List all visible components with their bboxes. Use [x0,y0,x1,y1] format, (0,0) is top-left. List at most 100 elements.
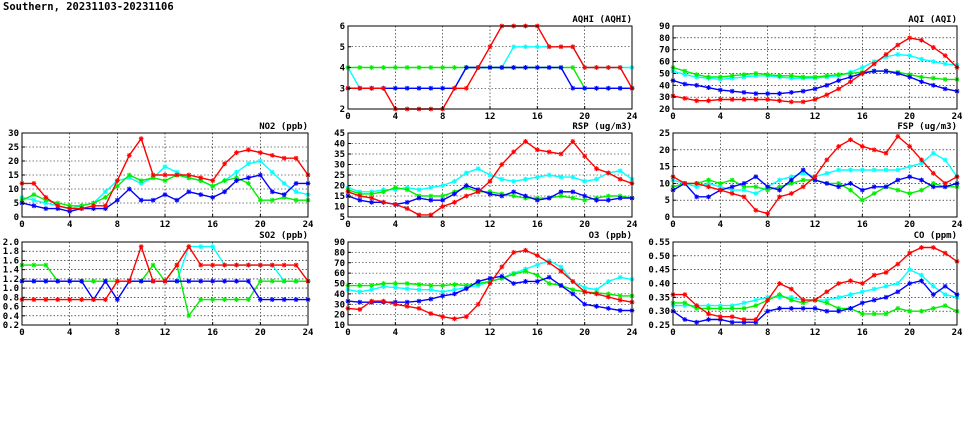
data-point [617,176,623,182]
data-point [222,278,227,284]
data-point [717,74,723,80]
data-point [210,297,216,303]
data-point [824,170,830,176]
y-tick-label: 5 [665,196,670,206]
data-point [824,300,830,306]
data-point [463,65,469,70]
x-tick-label: 16 [857,328,868,338]
data-point [729,88,735,94]
data-point [55,278,61,284]
data-point [930,150,936,156]
data-point [475,301,481,307]
x-tick-label: 4 [393,220,399,230]
data-point [138,278,144,284]
data-point [836,167,842,173]
data-point [281,297,287,303]
y-tick-label: 1.4 [3,266,20,276]
x-tick-label: 12 [160,328,171,338]
data-point [919,272,924,278]
data-point [907,174,913,180]
data-point [67,206,73,211]
y-tick-label: 25 [334,171,345,181]
data-point [942,303,948,309]
y-tick-label: 80 [334,248,345,258]
series-line [348,66,632,90]
data-point [836,86,842,92]
data-point [741,97,747,102]
x-tick-label: 24 [303,220,314,230]
x-tick-label: 0 [19,328,24,338]
data-point [499,264,505,270]
data-point [534,197,540,203]
data-point [717,97,723,102]
data-point [523,268,528,274]
data-point [174,172,180,178]
data-point [617,274,623,280]
data-point [222,178,227,183]
data-point [605,65,611,70]
data-point [369,195,375,201]
data-point [605,170,611,176]
x-tick-label: 16 [857,220,868,230]
chart-title: O3 (ppb) [589,231,632,241]
y-tick-label: 0.2 [3,321,19,331]
y-tick-label: 0 [665,213,670,223]
y-tick-label: 25 [659,129,670,139]
x-tick-label: 8 [115,328,120,338]
data-point [694,303,700,309]
data-point [404,299,410,305]
data-point [428,311,434,316]
data-point [907,191,913,196]
data-point [246,262,251,268]
data-point [381,189,386,195]
data-point [428,85,434,91]
data-point [234,278,239,284]
data-point [210,244,216,250]
data-point [859,167,865,173]
data-point [511,189,517,195]
data-point [907,164,913,169]
data-point [546,149,552,155]
data-point [138,197,144,203]
y-tick-label: 1.8 [3,247,19,257]
y-tick-label: 30 [659,93,670,103]
data-point [257,197,263,203]
data-point [706,177,711,183]
y-tick-label: 1.6 [3,256,19,266]
data-point [859,187,865,193]
data-point [942,292,948,297]
y-tick-label: 5 [14,199,19,209]
data-point [162,172,168,178]
y-tick-label: 25 [8,143,19,153]
data-point [487,178,493,184]
data-point [777,91,782,96]
chart-title: CO (ppm) [914,231,957,241]
data-point [706,184,711,190]
data-point [369,287,375,293]
y-tick-label: 15 [334,192,345,202]
data-point [475,279,481,284]
data-point [753,317,759,322]
x-tick-label: 12 [160,220,171,230]
data-point [930,306,936,311]
data-point [753,184,759,190]
data-point [246,161,251,167]
data-point [114,178,120,183]
data-point [257,150,263,155]
data-point [126,278,132,284]
x-tick-label: 8 [765,220,770,230]
data-point [824,308,830,314]
data-point [174,262,180,268]
data-point [777,306,782,311]
data-point [210,262,216,268]
data-point [246,278,251,284]
data-point [43,206,49,211]
data-point [812,306,818,311]
data-point [440,65,446,70]
data-point [871,272,877,278]
data-point [103,203,108,209]
data-point [546,195,552,201]
data-point [717,181,723,186]
y-tick-label: 6 [340,22,345,32]
